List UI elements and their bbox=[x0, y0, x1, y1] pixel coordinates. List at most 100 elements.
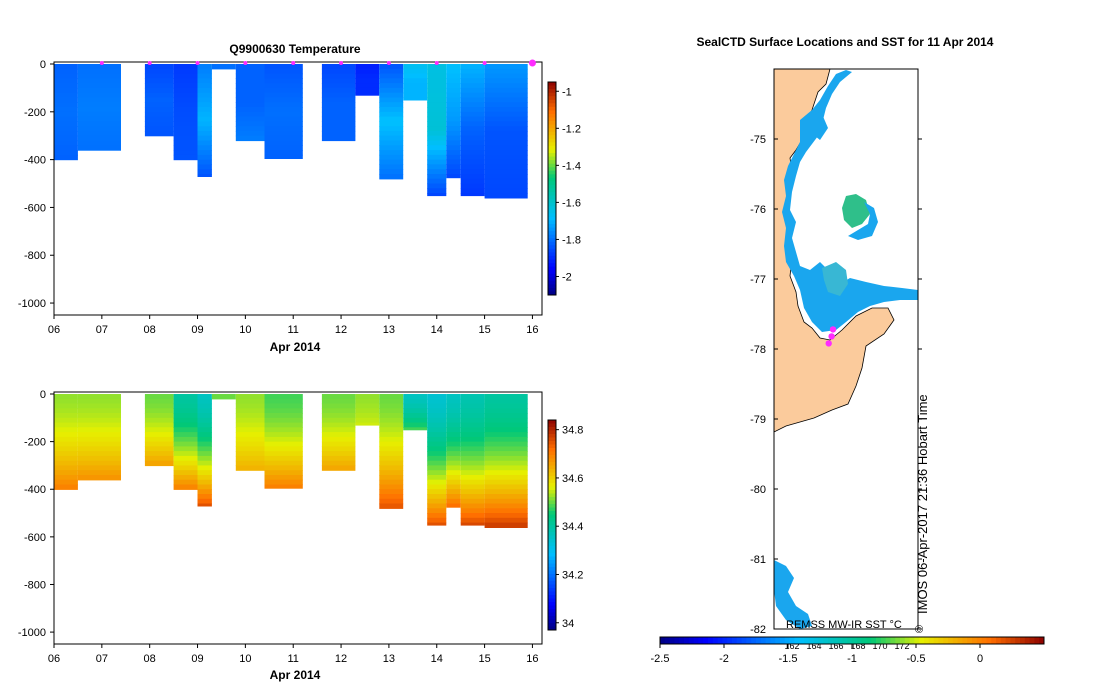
sst-colorbar-step bbox=[895, 637, 901, 644]
colorbar-step bbox=[548, 280, 556, 285]
data-cell bbox=[460, 436, 485, 443]
data-cell bbox=[379, 432, 404, 438]
data-cell bbox=[427, 498, 447, 505]
data-cell bbox=[446, 475, 461, 481]
data-cell bbox=[379, 140, 404, 146]
data-cell bbox=[403, 403, 428, 409]
x-tick-label: 06 bbox=[48, 653, 60, 665]
sst-colorbar-step bbox=[751, 637, 757, 644]
colorbar-step bbox=[548, 192, 556, 197]
y-tick-label: -1000 bbox=[18, 627, 46, 639]
data-cell bbox=[427, 135, 447, 142]
colorbar-step bbox=[548, 121, 556, 125]
data-cell bbox=[427, 140, 447, 146]
data-cell bbox=[379, 465, 404, 471]
data-cell bbox=[460, 145, 485, 151]
data-cell bbox=[460, 188, 485, 194]
x-tick-label: 09 bbox=[191, 324, 203, 336]
data-cell bbox=[197, 64, 212, 70]
colorbar-step bbox=[548, 96, 556, 101]
sst-patch-warm-green bbox=[842, 194, 870, 228]
data-cell bbox=[427, 436, 447, 443]
data-cell bbox=[484, 417, 528, 424]
data-cell bbox=[173, 140, 198, 146]
data-cell bbox=[264, 475, 303, 481]
colorbar-step bbox=[548, 458, 556, 463]
colorbar-step bbox=[548, 167, 556, 172]
colorbar-step bbox=[548, 153, 556, 157]
data-cell bbox=[446, 422, 461, 428]
data-cell bbox=[446, 126, 461, 132]
data-cell bbox=[446, 107, 461, 113]
data-cell bbox=[321, 64, 356, 70]
data-cell bbox=[197, 422, 212, 428]
data-cell bbox=[264, 150, 303, 156]
sst-colorbar-step bbox=[900, 637, 906, 644]
data-cell bbox=[355, 422, 380, 426]
data-cell bbox=[211, 64, 236, 70]
data-cell bbox=[484, 150, 528, 156]
data-cell bbox=[197, 427, 212, 433]
sst-colorbar-step bbox=[957, 637, 963, 644]
colorbar-tick-label: -1.6 bbox=[562, 197, 581, 209]
data-cell bbox=[460, 154, 485, 161]
data-cell bbox=[427, 408, 447, 414]
data-cell bbox=[484, 154, 528, 161]
data-cell bbox=[403, 73, 428, 79]
colorbar-step bbox=[548, 588, 556, 592]
data-cell bbox=[379, 489, 404, 495]
data-cell bbox=[235, 427, 265, 433]
data-cell bbox=[197, 460, 212, 467]
data-cell bbox=[460, 460, 485, 467]
data-cell bbox=[77, 455, 121, 462]
colorbar-step bbox=[548, 248, 556, 253]
data-cell bbox=[460, 417, 485, 424]
profile-marker bbox=[482, 61, 487, 65]
data-cell bbox=[446, 116, 461, 122]
data-cell bbox=[379, 441, 404, 447]
data-cell bbox=[77, 417, 121, 424]
data-cell bbox=[144, 68, 174, 75]
data-cell bbox=[173, 422, 198, 428]
data-cell bbox=[379, 451, 404, 457]
data-cell bbox=[264, 140, 303, 146]
data-cell bbox=[77, 403, 121, 409]
temperature-y-ticks: 0 -200 -400 -600 -800 -1000 bbox=[18, 59, 54, 310]
data-cell bbox=[355, 417, 380, 424]
colorbar-step bbox=[548, 131, 556, 136]
data-cell bbox=[235, 64, 265, 70]
data-cell bbox=[54, 73, 78, 79]
sst-colorbar-step bbox=[732, 637, 738, 644]
data-cell bbox=[355, 68, 380, 75]
data-cell bbox=[235, 68, 265, 75]
colorbar-step bbox=[548, 220, 556, 225]
data-cell bbox=[173, 460, 198, 467]
colorbar-step bbox=[548, 574, 556, 578]
data-cell bbox=[173, 403, 198, 409]
colorbar-step bbox=[548, 213, 556, 218]
data-cell bbox=[197, 451, 212, 457]
data-cell bbox=[54, 465, 78, 471]
data-cell bbox=[484, 436, 528, 443]
profile-marker bbox=[243, 61, 248, 65]
colorbar-step bbox=[548, 626, 556, 631]
data-cell bbox=[379, 92, 404, 99]
data-cell bbox=[460, 78, 485, 84]
colorbar-step bbox=[548, 486, 556, 491]
data-cell bbox=[484, 92, 528, 99]
data-cell bbox=[427, 489, 447, 495]
data-cell bbox=[446, 121, 461, 127]
sst-colorbar-step bbox=[823, 637, 829, 644]
data-cell bbox=[355, 408, 380, 414]
temperature-cells bbox=[54, 64, 528, 199]
data-cell bbox=[144, 408, 174, 414]
colorbar-step bbox=[548, 493, 556, 498]
data-cell bbox=[460, 451, 485, 457]
sst-colorbar-step bbox=[756, 637, 762, 644]
data-cell bbox=[484, 484, 528, 490]
data-cell bbox=[235, 126, 265, 132]
lon-tick-label: 168 bbox=[850, 641, 865, 651]
temperature-axes-frame bbox=[53, 61, 543, 316]
sst-tick-label: 0 bbox=[977, 653, 983, 665]
data-cell bbox=[173, 417, 198, 424]
